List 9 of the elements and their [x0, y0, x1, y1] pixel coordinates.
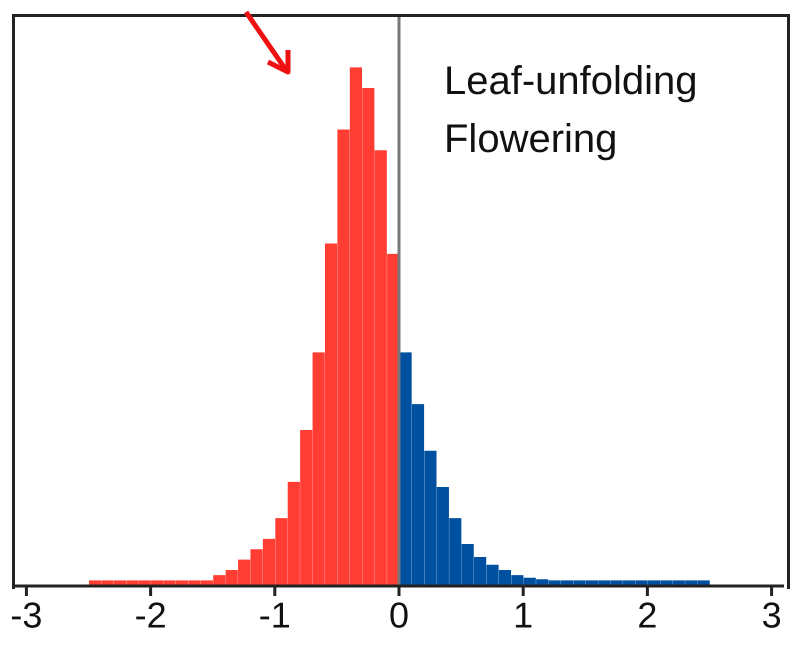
- x-tick-label: 0: [388, 594, 410, 636]
- x-tick-label: -1: [258, 594, 291, 636]
- x-tick-label: 1: [513, 594, 534, 636]
- annotation: Leaf-unfolding: [444, 58, 698, 105]
- x-tick-label: -2: [134, 594, 167, 636]
- x-tick-label: -3: [10, 594, 42, 636]
- annotation: Flowering: [444, 116, 618, 163]
- x-tick-label: 2: [637, 594, 658, 636]
- x-tick-label: 3: [762, 594, 782, 636]
